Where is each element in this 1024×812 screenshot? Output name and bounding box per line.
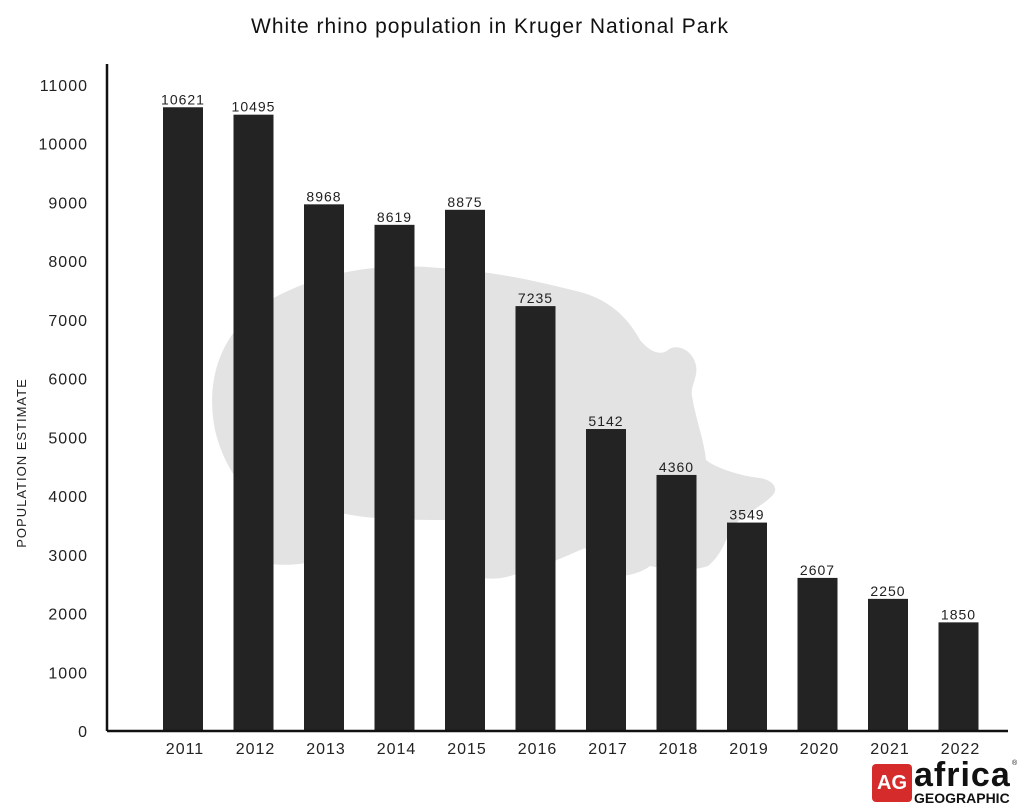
- bar-value-label: 3549: [729, 507, 764, 523]
- y-tick-label: 0: [78, 724, 88, 741]
- bar: [233, 114, 274, 731]
- bar: [586, 429, 626, 731]
- bar: [163, 107, 203, 732]
- x-tick-label: 2014: [377, 741, 417, 758]
- bar-value-label: 2607: [800, 562, 835, 578]
- bar-value-label: 5142: [588, 413, 623, 429]
- bar-value-label: 2250: [870, 583, 905, 599]
- x-tick-label: 2016: [518, 741, 558, 758]
- bar: [938, 622, 979, 731]
- bar: [797, 577, 838, 731]
- bar-value-label: 10621: [161, 91, 205, 107]
- x-tick-label: 2021: [870, 741, 910, 758]
- bar: [656, 474, 697, 731]
- logo-word: africa: [914, 756, 1011, 794]
- x-tick-label: 2018: [659, 741, 699, 758]
- x-tick-label: 2017: [588, 741, 628, 758]
- bar-value-label: 8619: [377, 209, 412, 225]
- bar: [445, 209, 485, 731]
- bar-value-label: 4360: [659, 459, 694, 475]
- y-axis-label: POPULATION ESTIMATE: [14, 378, 29, 547]
- africa-geographic-logo: AG africa GEOGRAPHIC ®: [872, 756, 1020, 806]
- x-tick-label: 2020: [800, 741, 840, 758]
- logo-subtitle: GEOGRAPHIC: [914, 790, 1010, 806]
- x-tick-label: 2011: [166, 741, 204, 758]
- bar: [304, 204, 344, 732]
- logo-registered-mark: ®: [1012, 760, 1018, 767]
- y-tick-label: 3000: [48, 548, 88, 565]
- y-tick-label: 5000: [48, 430, 88, 447]
- bar: [868, 598, 908, 731]
- y-tick-label: 2000: [48, 607, 88, 624]
- bar-value-label: 8875: [447, 194, 482, 210]
- x-tick-label: 2012: [236, 741, 276, 758]
- x-tick-label: 2015: [447, 741, 487, 758]
- y-tick-label: 9000: [48, 195, 88, 212]
- bar-value-label: 7235: [518, 290, 553, 306]
- y-tick-label: 7000: [48, 313, 88, 330]
- bar-value-label: 8968: [306, 188, 341, 204]
- y-tick-label: 8000: [48, 254, 88, 271]
- bar: [515, 306, 556, 731]
- logo-badge: AG: [872, 764, 912, 802]
- y-tick-label: 11000: [40, 78, 88, 95]
- bar: [374, 224, 415, 731]
- bar-value-label: 10495: [232, 99, 276, 115]
- y-tick-label: 6000: [48, 372, 88, 389]
- x-tick-label: 2013: [306, 741, 346, 758]
- x-tick-label: 2022: [941, 741, 981, 758]
- bar: [727, 522, 767, 731]
- rhino-silhouette-icon: [212, 266, 776, 579]
- chart-title: White rhino population in Kruger Nationa…: [251, 15, 729, 38]
- y-tick-label: 4000: [48, 489, 88, 506]
- bar-value-label: 1850: [941, 606, 976, 622]
- y-tick-label: 1000: [48, 665, 88, 682]
- y-tick-label: 10000: [39, 137, 89, 154]
- x-tick-label: 2019: [729, 741, 769, 758]
